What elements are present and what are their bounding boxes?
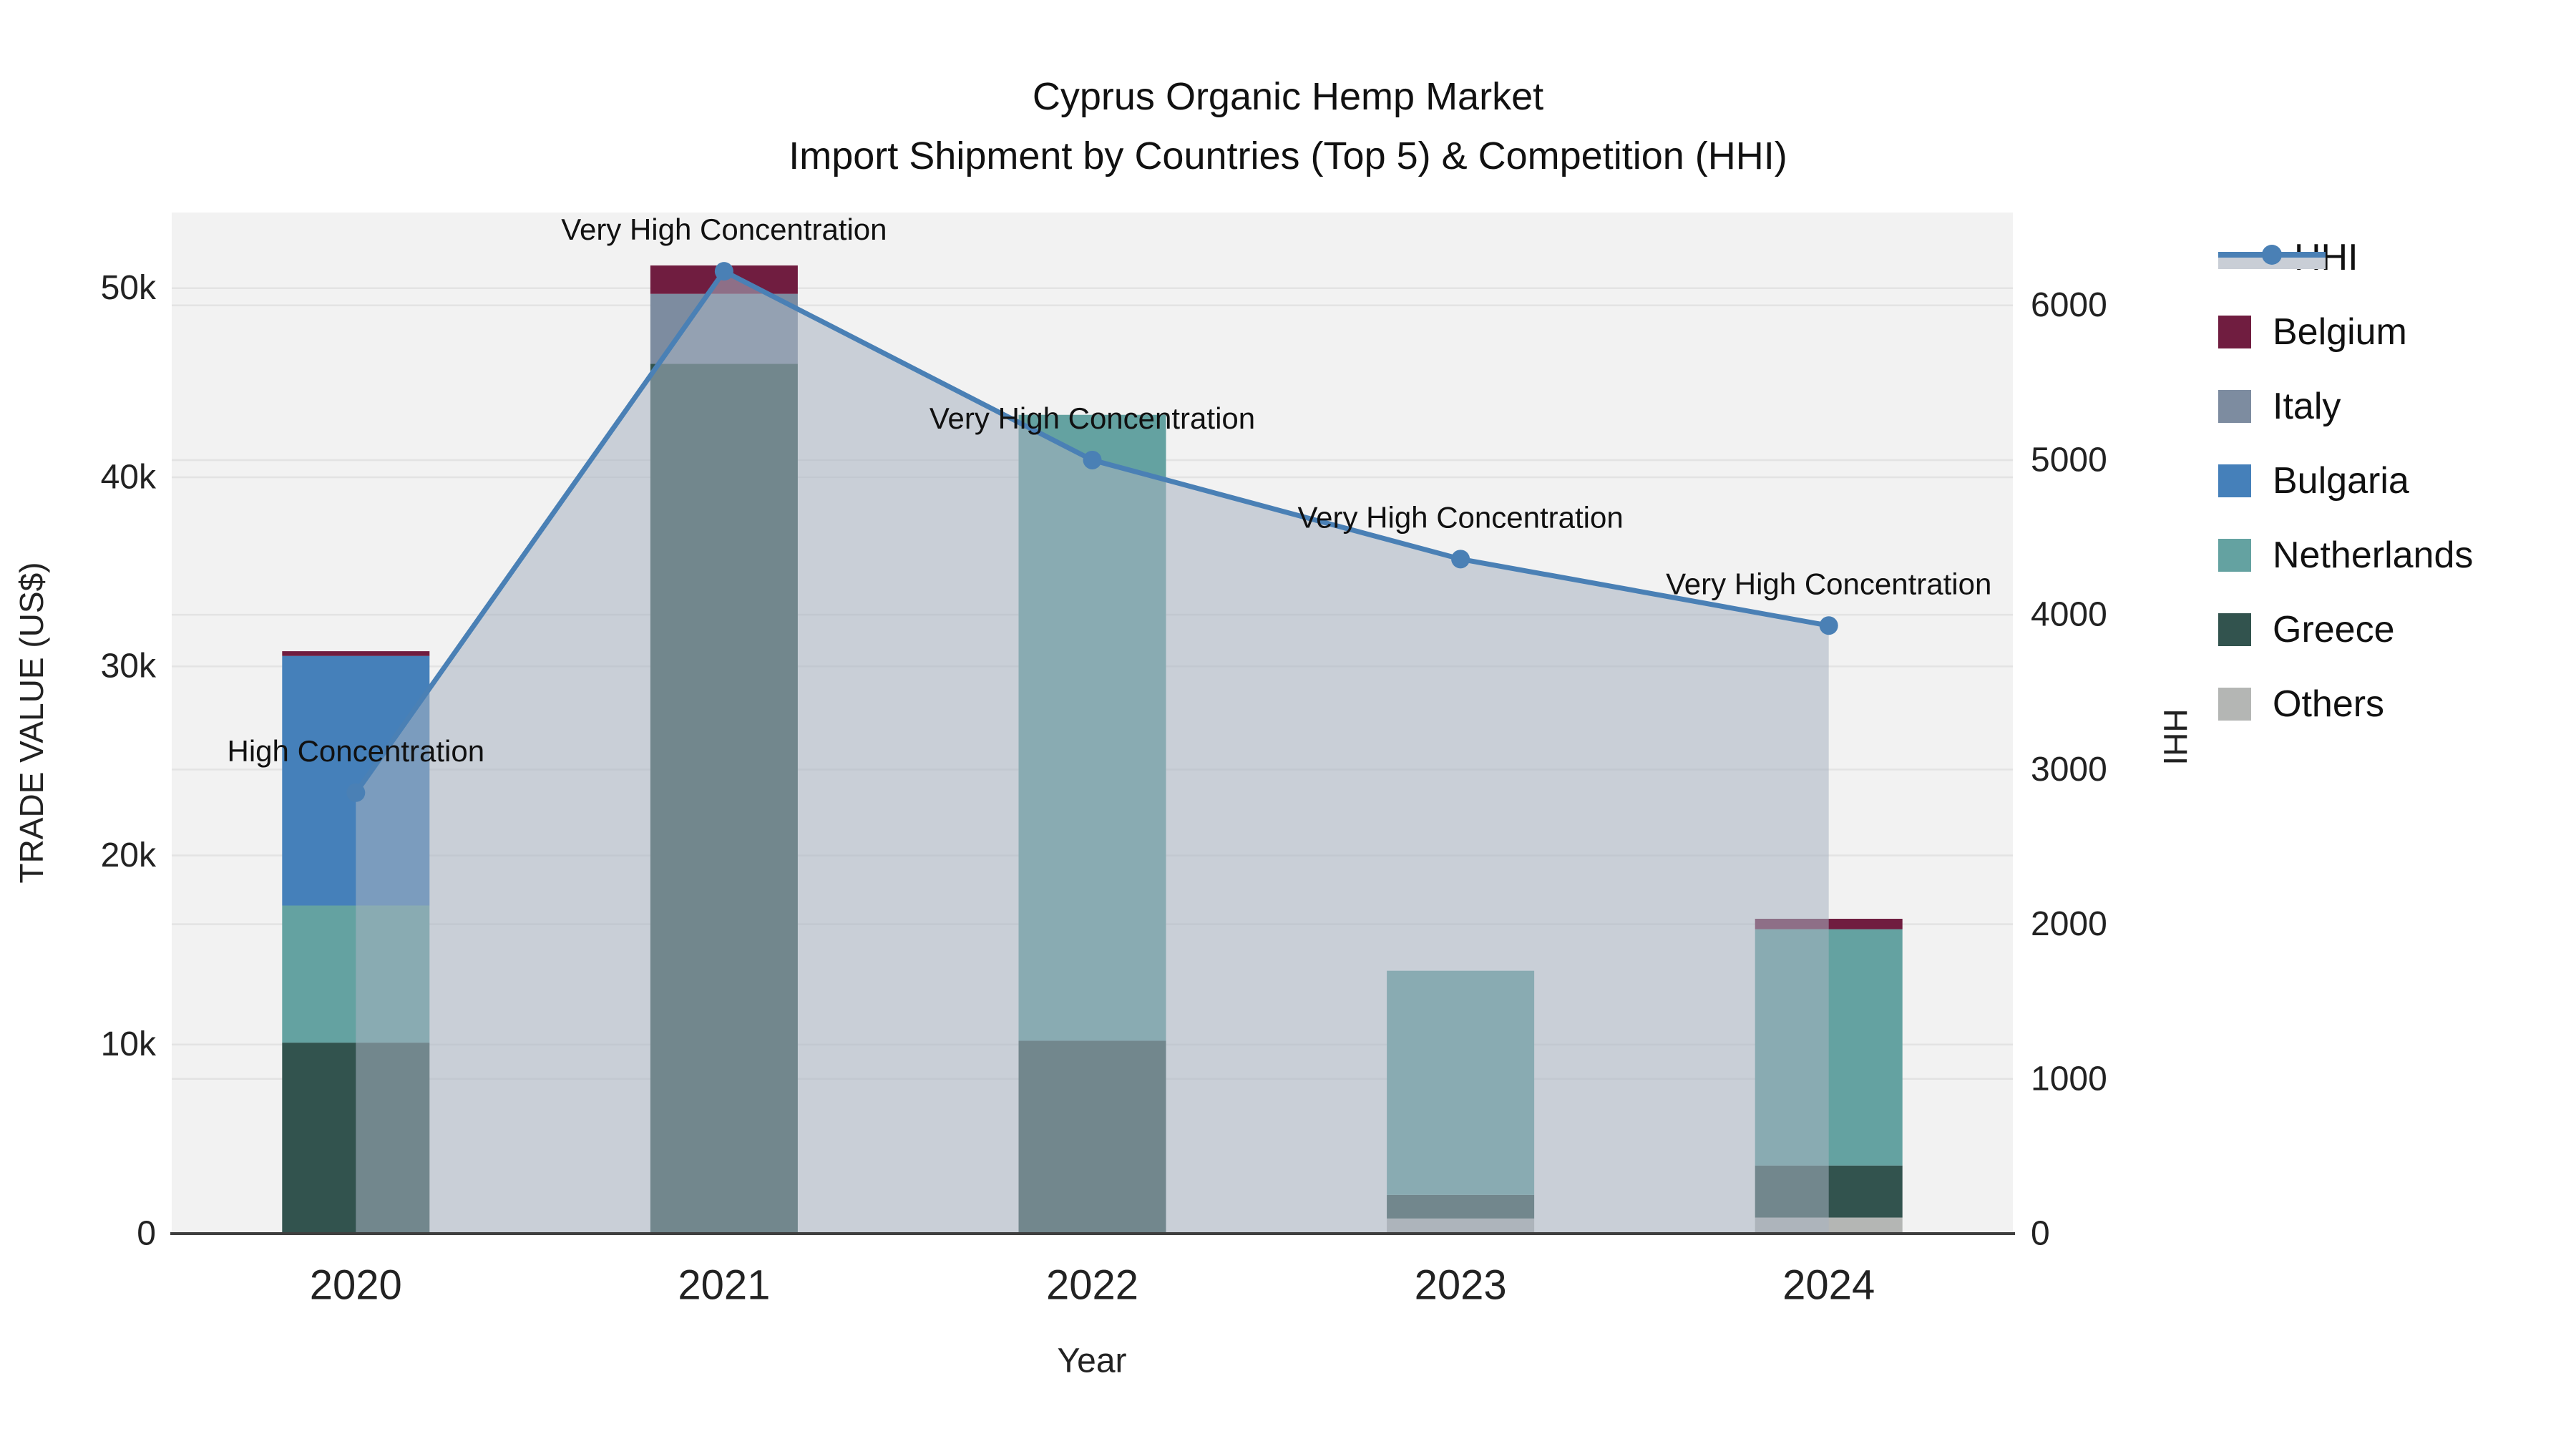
x-tick-2020: 2020 (310, 1262, 402, 1309)
hhi-marker-2020[interactable] (346, 783, 366, 802)
x-tick-2024: 2024 (1782, 1262, 1875, 1309)
legend: HHI Belgium Italy Bulgaria Netherlands Greece… (2218, 236, 2473, 726)
hhi-marker-2022[interactable] (1083, 450, 1102, 469)
legend-label: Italy (2273, 386, 2341, 427)
y-left-tick: 30k (101, 648, 157, 686)
legend-item-belgium[interactable]: Belgium (2218, 311, 2473, 353)
annotation-2022: Very High Concentration (930, 401, 1255, 435)
netherlands-swatch-icon (2218, 539, 2251, 572)
legend-item-greece[interactable]: Greece (2218, 608, 2473, 651)
legend-item-bulgaria[interactable]: Bulgaria (2218, 459, 2473, 502)
legend-label: Others (2273, 683, 2385, 725)
annotation-2023: Very High Concentration (1297, 500, 1623, 534)
legend-item-others[interactable]: Others (2218, 683, 2473, 726)
y-left-tick: 40k (101, 458, 157, 496)
italy-swatch-icon (2218, 390, 2251, 423)
legend-label: Belgium (2273, 311, 2407, 353)
hhi-area-fill (356, 271, 1829, 1232)
y-right-tick: 2000 (2031, 905, 2107, 943)
hhi-marker-2021[interactable] (714, 262, 733, 281)
belgium-swatch-icon (2218, 316, 2251, 348)
hhi-line-icon (2218, 243, 2326, 272)
y-axis-title-right: HHI (2157, 708, 2194, 766)
hhi-marker-2024[interactable] (1819, 616, 1838, 635)
y-right-tick: 1000 (2031, 1060, 2107, 1098)
greece-swatch-icon (2218, 613, 2251, 646)
annotation-2021: Very High Concentration (561, 213, 887, 246)
x-axis-title: Year (1057, 1342, 1127, 1380)
x-tick-2021: 2021 (678, 1262, 770, 1309)
legend-label: Netherlands (2273, 535, 2474, 576)
x-tick-2022: 2022 (1046, 1262, 1138, 1309)
y-right-tick: 4000 (2031, 596, 2107, 634)
chart-title-line1: Cyprus Organic Hemp Market (1032, 75, 1544, 118)
others-swatch-icon (2218, 688, 2251, 721)
y-right-tick: 5000 (2031, 441, 2107, 479)
legend-item-netherlands[interactable]: Netherlands (2218, 534, 2473, 577)
annotation-2020: High Concentration (228, 734, 485, 768)
y-left-tick: 20k (101, 836, 157, 874)
legend-item-hhi[interactable]: HHI (2218, 236, 2473, 279)
annotation-2024: Very High Concentration (1666, 567, 1991, 600)
legend-label: Greece (2273, 609, 2395, 650)
y-right-tick: 3000 (2031, 751, 2107, 789)
y-right-tick: 6000 (2031, 286, 2107, 324)
bulgaria-swatch-icon (2218, 464, 2251, 497)
y-left-tick: 10k (101, 1025, 157, 1063)
y-left-tick: 50k (101, 269, 157, 307)
bar-2020-belgium[interactable] (282, 651, 430, 656)
hhi-marker-2023[interactable] (1451, 550, 1470, 569)
y-left-tick: 0 (137, 1215, 156, 1253)
chart-title-line2: Import Shipment by Countries (Top 5) & C… (789, 135, 1787, 177)
y-axis-title-left: TRADE VALUE (US$) (13, 562, 50, 884)
legend-item-italy[interactable]: Italy (2218, 385, 2473, 428)
y-right-tick: 0 (2031, 1215, 2050, 1253)
legend-label: Bulgaria (2273, 460, 2409, 502)
chart-title: Cyprus Organic Hemp Market Import Shipme… (0, 69, 2576, 187)
x-tick-2023: 2023 (1415, 1262, 1507, 1309)
